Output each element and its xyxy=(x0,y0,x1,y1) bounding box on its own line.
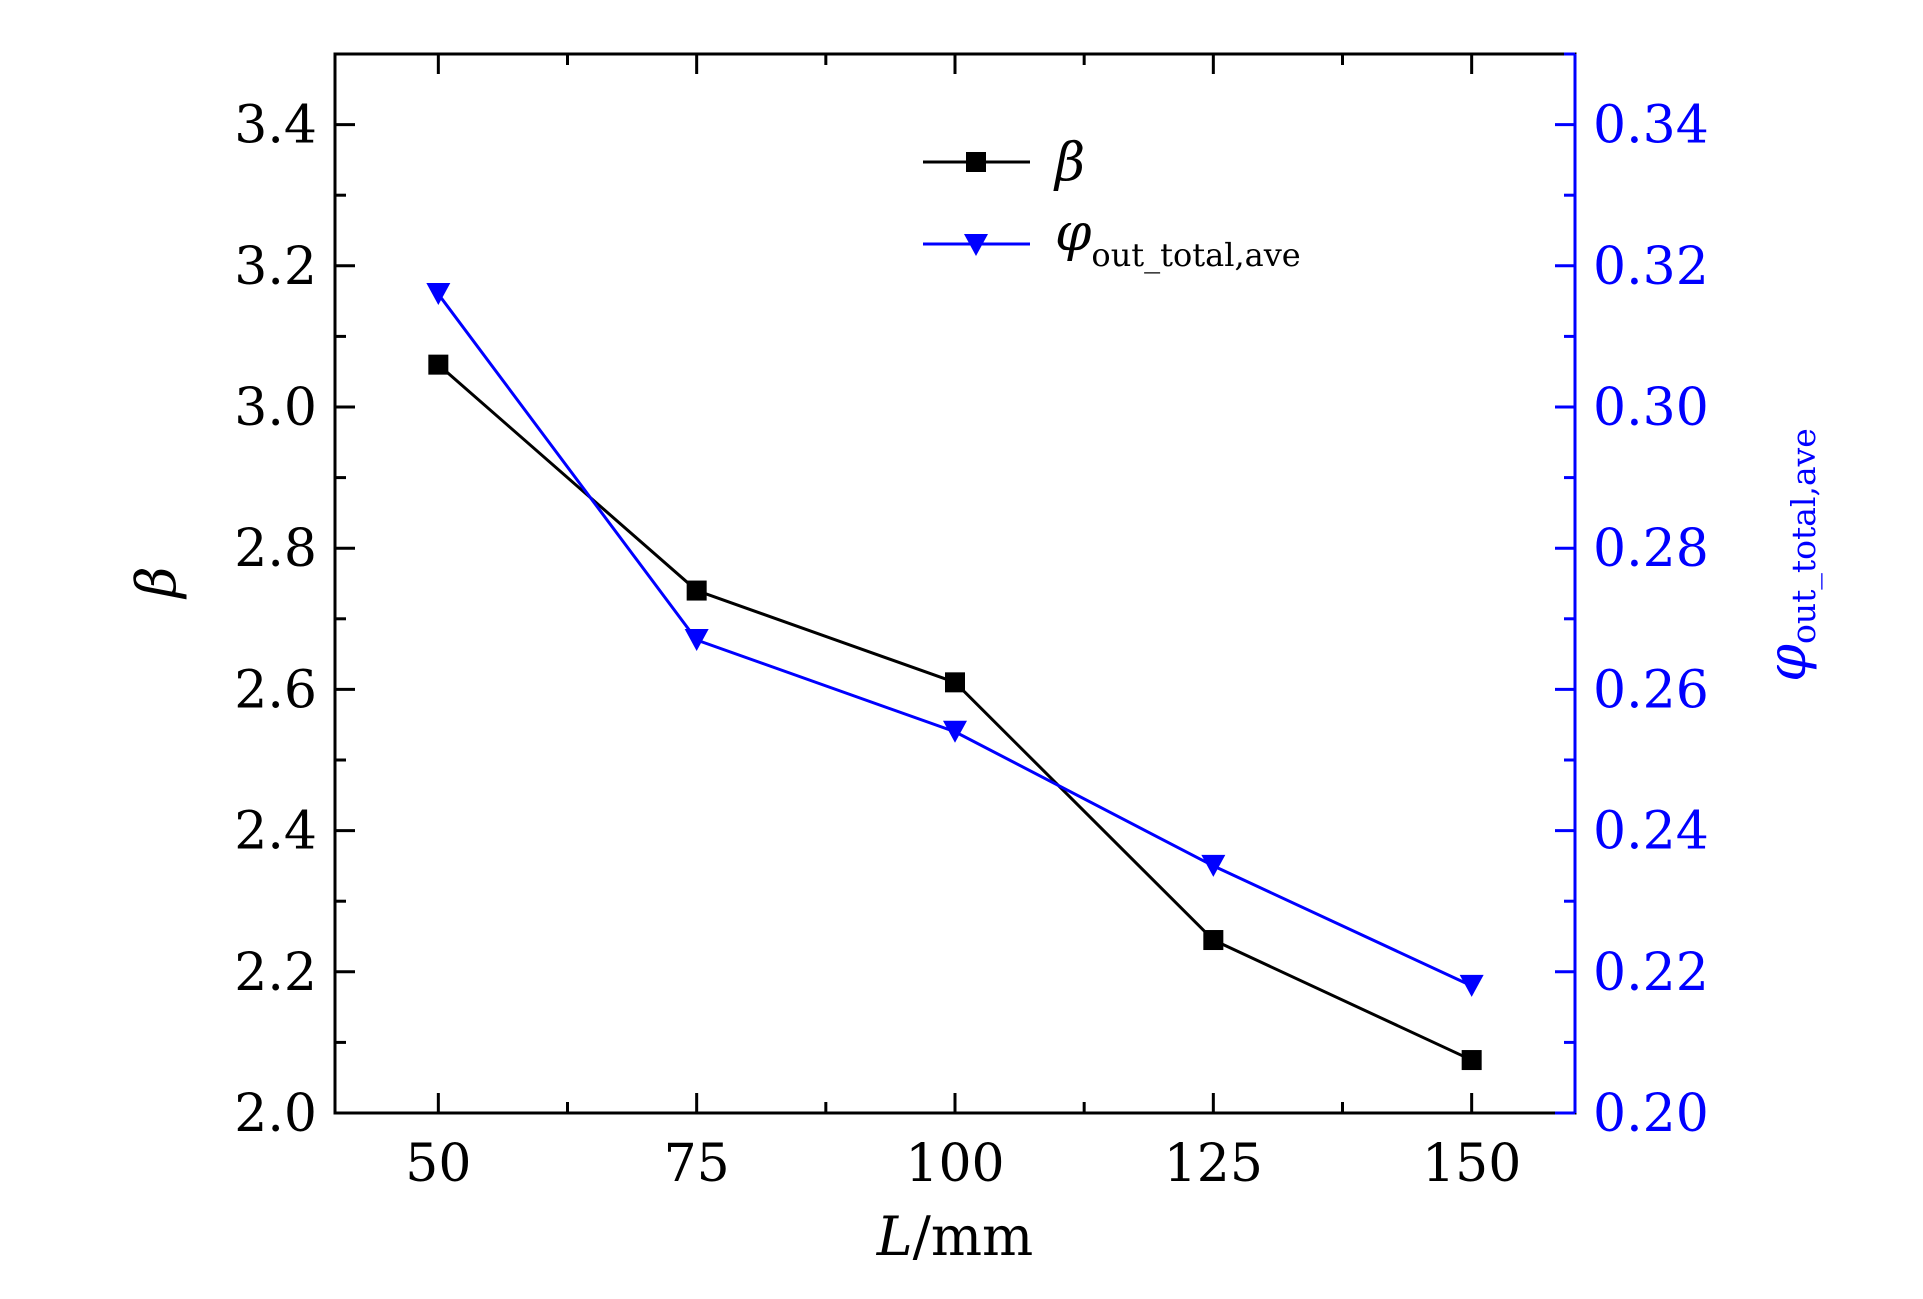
right-y-tick-label: 0.24 xyxy=(1593,802,1709,862)
right-y-tick-label: 0.20 xyxy=(1593,1084,1709,1144)
left-y-tick-label: 2.8 xyxy=(234,519,317,579)
legend-phi-subscript: out_total,ave xyxy=(1091,236,1300,274)
beta-point xyxy=(428,354,449,375)
left-y-tick-label: 3.0 xyxy=(234,378,317,438)
x-tick-label: 125 xyxy=(1164,1134,1263,1194)
legend-beta-marker xyxy=(966,152,986,172)
legend-item-phi: φout_total,ave xyxy=(923,203,1301,274)
right-y-axis-title-subscript: out_total,ave xyxy=(1784,428,1824,644)
beta-point xyxy=(686,580,707,601)
right-y-tick-label: 0.34 xyxy=(1593,96,1709,156)
phi-point xyxy=(684,628,709,651)
right-y-axis-title-symbol: φ xyxy=(1755,644,1818,682)
x-axis-title-italic: L xyxy=(876,1205,913,1268)
x-tick-label: 75 xyxy=(664,1134,730,1194)
left-y-axis-title: β xyxy=(125,566,188,599)
right-y-tick-label: 0.22 xyxy=(1593,943,1709,1003)
right-y-tick-label: 0.26 xyxy=(1593,660,1709,720)
right-y-axis-title: φout_total,ave xyxy=(1755,428,1824,682)
left-y-tick-label: 2.2 xyxy=(234,943,317,1003)
series-layer xyxy=(426,283,1484,1071)
right-y-tick-label: 0.32 xyxy=(1593,237,1709,297)
left-y-axis-ticks: 2.0 2.2 2.4 2.6 2.8 3.0 3.2 3.4 xyxy=(234,52,355,1144)
phi-point xyxy=(426,283,451,306)
phi-point xyxy=(1459,974,1484,997)
x-axis-title-unit: /mm xyxy=(913,1205,1034,1268)
x-tick-label: 150 xyxy=(1422,1134,1521,1194)
left-y-tick-label: 3.4 xyxy=(234,96,317,156)
legend-phi-label: φout_total,ave xyxy=(1055,203,1301,274)
left-y-tick-label: 3.2 xyxy=(234,237,317,297)
beta-point xyxy=(1203,930,1224,951)
legend-phi-symbol: φ xyxy=(1055,203,1092,263)
left-y-axis-title-text: β xyxy=(125,566,188,599)
left-y-tick-label: 2.4 xyxy=(234,802,317,862)
left-y-tick-label: 2.0 xyxy=(234,1084,317,1144)
x-axis-title: L/mm xyxy=(876,1205,1033,1268)
series-line-1 xyxy=(437,293,1473,988)
phi-point xyxy=(943,720,967,743)
x-tick-label: 100 xyxy=(905,1134,1004,1194)
legend-beta-label: β xyxy=(1053,133,1085,193)
right-y-axis-ticks: 0.20 0.22 0.24 0.26 0.28 0.30 0.32 0.34 xyxy=(1555,52,1709,1144)
legend: β φout_total,ave xyxy=(923,133,1301,274)
right-y-tick-label: 0.30 xyxy=(1593,378,1709,438)
phi-point xyxy=(1201,854,1226,877)
beta-point xyxy=(1461,1050,1482,1071)
plot-frame-left-top-bottom xyxy=(333,52,1577,1115)
left-y-tick-label: 2.6 xyxy=(234,660,317,720)
right-y-tick-label: 0.28 xyxy=(1593,519,1709,579)
series-line-0 xyxy=(437,363,1473,1062)
legend-item-beta: β xyxy=(923,133,1085,193)
beta-point xyxy=(945,672,965,693)
x-tick-label: 50 xyxy=(405,1134,471,1194)
legend-phi-marker xyxy=(964,234,988,256)
x-axis-ticks: 50 75 100 125 150 xyxy=(405,54,1521,1194)
